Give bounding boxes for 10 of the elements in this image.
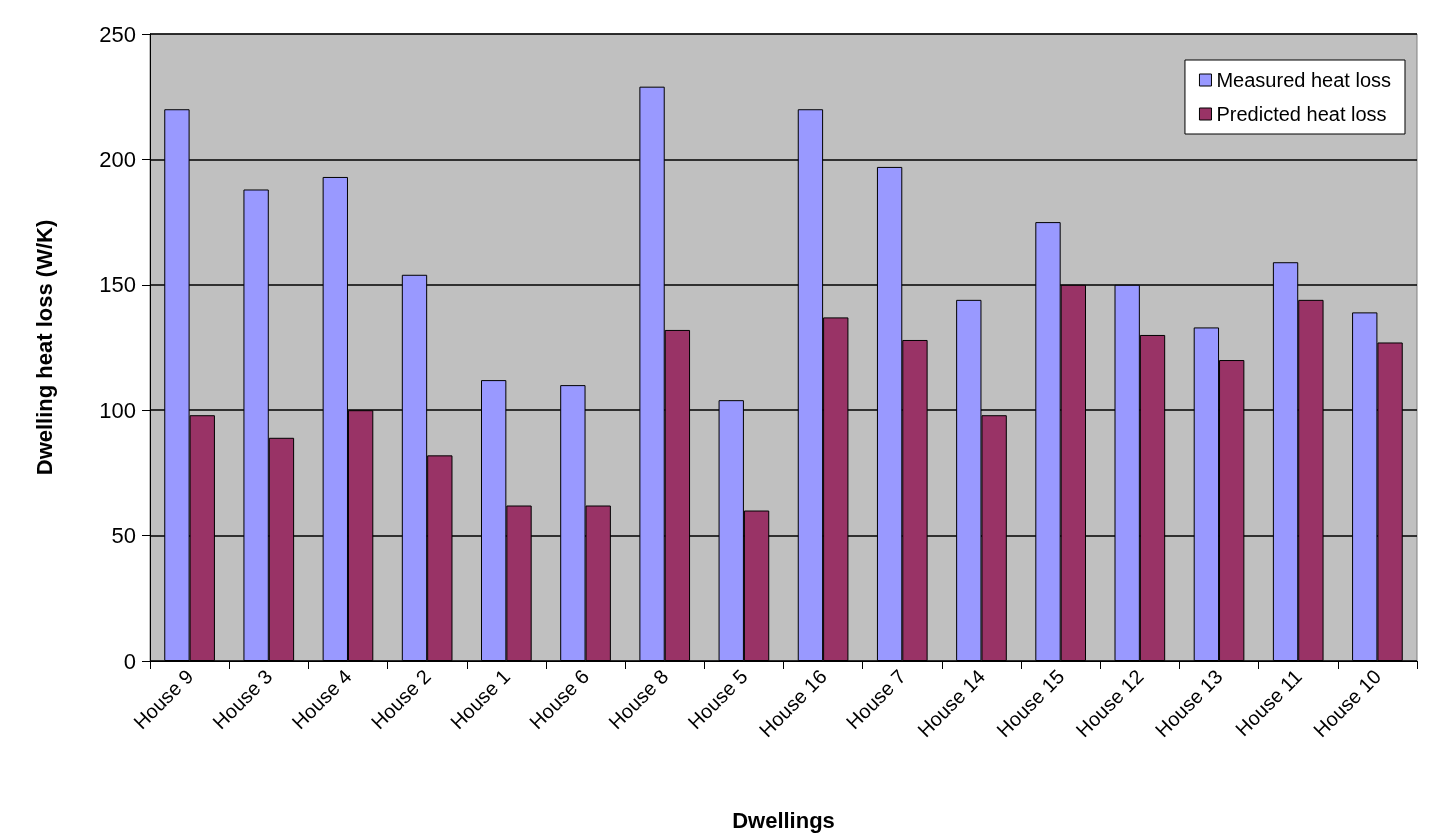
y-tick-label: 0 [123,648,136,674]
y-tick-label: 150 [99,272,136,298]
legend-label: Predicted heat loss [1216,103,1387,125]
y-tick-label: 50 [111,523,136,549]
x-axis-title: Dwellings [732,807,835,833]
y-axis-title: Dwelling heat loss (W/K) [31,219,57,476]
y-tick-label: 200 [99,146,136,172]
legend-label: Measured heat loss [1216,69,1392,91]
y-tick-label: 100 [99,397,136,423]
y-tick-label: 250 [99,21,136,47]
